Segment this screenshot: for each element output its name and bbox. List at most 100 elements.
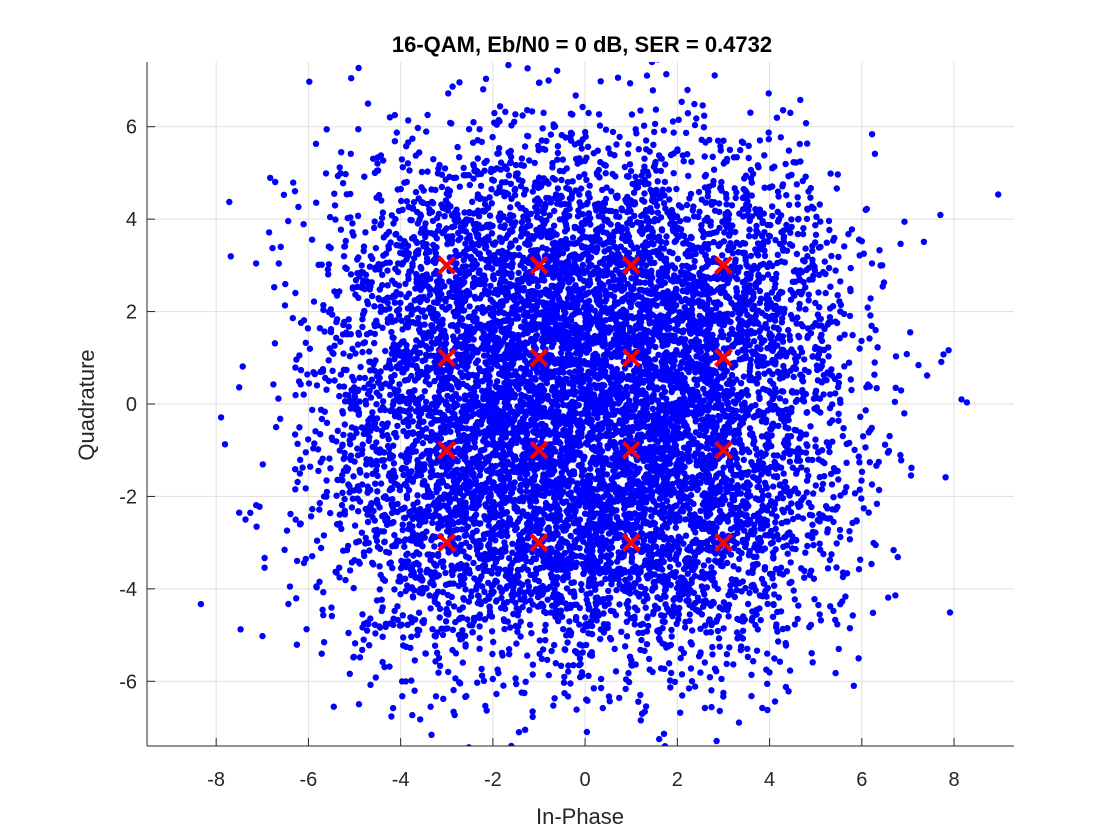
received-point: [297, 381, 304, 388]
received-point: [805, 472, 812, 480]
received-point: [830, 237, 837, 244]
received-point: [573, 706, 580, 713]
received-point: [446, 278, 453, 285]
received-point: [757, 616, 764, 624]
received-point: [227, 253, 234, 260]
received-point: [297, 366, 305, 374]
received-point: [809, 659, 816, 666]
received-point: [701, 173, 709, 180]
received-point: [642, 604, 649, 611]
received-point: [515, 269, 522, 277]
received-point: [856, 345, 863, 352]
received-point: [354, 341, 362, 348]
received-point: [494, 666, 501, 673]
received-point: [746, 481, 753, 489]
received-point: [828, 366, 835, 373]
received-point: [622, 643, 629, 650]
received-point: [625, 669, 632, 677]
received-point: [827, 603, 834, 610]
received-point: [733, 285, 740, 292]
received-point: [488, 628, 496, 635]
received-point: [551, 695, 558, 702]
received-point: [538, 655, 546, 663]
received-point: [423, 128, 430, 135]
received-point: [501, 625, 508, 633]
received-point: [704, 346, 711, 353]
received-point: [693, 462, 700, 469]
received-point: [348, 75, 355, 82]
received-point: [339, 410, 347, 417]
received-point: [336, 383, 343, 390]
received-point: [755, 164, 762, 171]
received-point: [239, 363, 246, 370]
received-point: [332, 216, 339, 223]
received-point: [644, 614, 651, 622]
received-point: [709, 643, 716, 651]
received-point: [596, 174, 603, 181]
received-point: [627, 168, 635, 175]
received-point: [816, 304, 823, 311]
received-point: [668, 626, 675, 634]
received-point: [568, 579, 575, 586]
received-point: [700, 603, 707, 610]
received-point: [812, 443, 819, 450]
received-point: [803, 467, 811, 474]
received-point: [390, 442, 397, 449]
received-point: [356, 498, 364, 505]
received-point: [432, 407, 439, 415]
received-point: [337, 371, 345, 378]
received-point: [355, 126, 362, 133]
received-point: [602, 126, 610, 133]
received-point: [744, 653, 752, 660]
received-point: [775, 193, 782, 200]
received-point: [441, 213, 448, 220]
received-point: [461, 575, 468, 582]
received-point: [782, 160, 789, 168]
received-point: [652, 106, 660, 113]
received-point: [398, 621, 405, 628]
received-point: [354, 212, 362, 219]
received-point: [486, 212, 494, 219]
received-point: [728, 202, 736, 209]
received-point: [583, 641, 590, 649]
received-point: [470, 336, 477, 343]
received-point: [785, 147, 793, 154]
received-point: [469, 198, 476, 205]
received-point: [897, 387, 905, 394]
received-point: [420, 187, 427, 194]
received-point: [746, 226, 753, 233]
received-point: [490, 177, 497, 184]
received-point: [378, 596, 385, 603]
received-point: [781, 478, 789, 486]
received-point: [322, 170, 330, 177]
received-point: [505, 172, 513, 179]
received-point: [449, 646, 456, 654]
received-point: [576, 655, 584, 662]
received-point: [660, 200, 668, 207]
received-point: [802, 449, 810, 456]
received-point: [677, 654, 684, 662]
received-point: [331, 342, 338, 349]
received-point: [305, 436, 312, 443]
received-point: [391, 138, 399, 145]
received-point: [810, 490, 817, 497]
received-point: [835, 410, 842, 417]
received-point: [293, 557, 301, 565]
received-point: [873, 500, 881, 507]
received-point: [545, 671, 552, 679]
received-point: [847, 264, 854, 272]
received-point: [554, 185, 562, 192]
received-point: [685, 172, 692, 180]
received-point: [616, 694, 623, 702]
received-point: [452, 247, 459, 255]
received-point: [716, 224, 723, 232]
received-point: [316, 506, 323, 513]
received-point: [343, 191, 350, 198]
received-point: [792, 398, 800, 405]
received-point: [252, 260, 260, 267]
received-point: [450, 686, 457, 694]
received-point: [752, 445, 760, 452]
received-point: [336, 564, 343, 571]
received-point: [682, 129, 690, 137]
received-point: [470, 119, 477, 126]
